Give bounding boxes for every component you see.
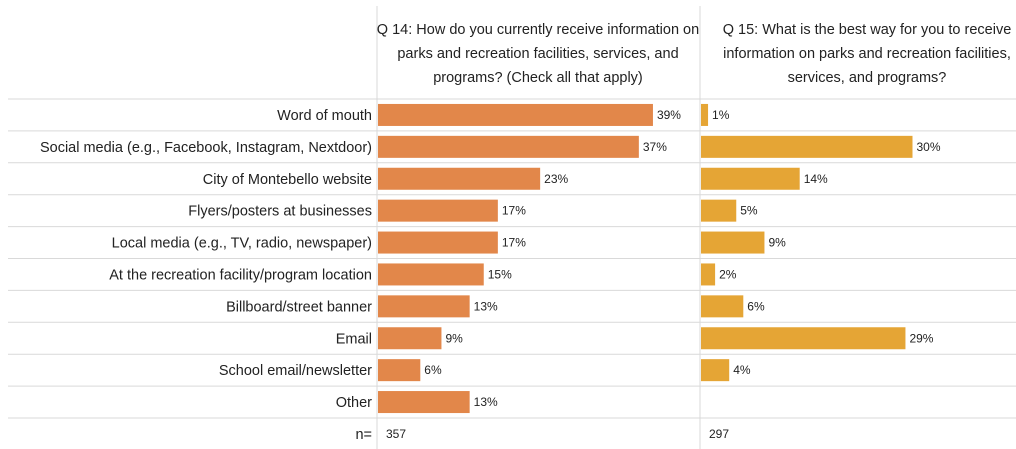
data-label: 15% xyxy=(488,267,512,281)
data-label: 17% xyxy=(502,204,526,218)
data-label: 6% xyxy=(424,363,442,377)
data-label: 1% xyxy=(712,108,730,122)
data-label: 6% xyxy=(747,299,765,313)
data-label: 37% xyxy=(643,140,667,154)
data-label: 9% xyxy=(445,331,463,345)
data-label: 39% xyxy=(657,108,681,122)
category-label: School email/newsletter xyxy=(219,363,372,379)
n-label: n= xyxy=(355,427,372,443)
category-label: Email xyxy=(336,331,372,347)
data-label: 23% xyxy=(544,172,568,186)
n-value-q15: 297 xyxy=(709,427,729,441)
bar-q15 xyxy=(701,359,730,382)
data-label: 5% xyxy=(740,204,758,218)
category-label: Word of mouth xyxy=(277,108,372,124)
category-label: Billboard/street banner xyxy=(226,299,372,315)
bar-q14 xyxy=(378,295,470,318)
data-label: 2% xyxy=(719,267,737,281)
category-label: At the recreation facility/program locat… xyxy=(109,267,372,283)
bar-q15 xyxy=(701,263,716,286)
bar-q15 xyxy=(701,199,737,222)
q15-header: Q 15: What is the best way for you to re… xyxy=(722,22,1012,86)
data-label: 17% xyxy=(502,236,526,250)
data-label: 30% xyxy=(917,140,941,154)
bar-q14 xyxy=(378,231,498,254)
data-label: 29% xyxy=(909,331,933,345)
q14-header: Q 14: How do you currently receive infor… xyxy=(376,22,700,86)
category-label: Local media (e.g., TV, radio, newspaper) xyxy=(112,236,372,252)
data-label: 14% xyxy=(804,172,828,186)
n-value-q14: 357 xyxy=(386,427,406,441)
category-label: City of Montebello website xyxy=(203,172,372,188)
bar-q14 xyxy=(378,263,484,286)
bar-q15 xyxy=(701,167,800,190)
bar-q15 xyxy=(701,231,765,254)
bar-q14 xyxy=(378,199,498,222)
bar-q14 xyxy=(378,167,541,190)
data-label: 13% xyxy=(474,299,498,313)
category-label: Flyers/posters at businesses xyxy=(188,204,372,220)
bar-q14 xyxy=(378,391,470,414)
bar-q15 xyxy=(701,327,906,350)
bar-q15 xyxy=(701,103,709,126)
bar-q14 xyxy=(378,135,639,158)
bar-q14 xyxy=(378,103,653,126)
category-label: Other xyxy=(336,395,372,411)
bar-q14 xyxy=(378,359,421,382)
bar-q15 xyxy=(701,135,913,158)
data-label: 4% xyxy=(733,363,751,377)
bar-q15 xyxy=(701,295,744,318)
bar-q14 xyxy=(378,327,442,350)
category-label: Social media (e.g., Facebook, Instagram,… xyxy=(40,140,372,156)
data-label: 9% xyxy=(768,236,786,250)
data-label: 13% xyxy=(474,395,498,409)
